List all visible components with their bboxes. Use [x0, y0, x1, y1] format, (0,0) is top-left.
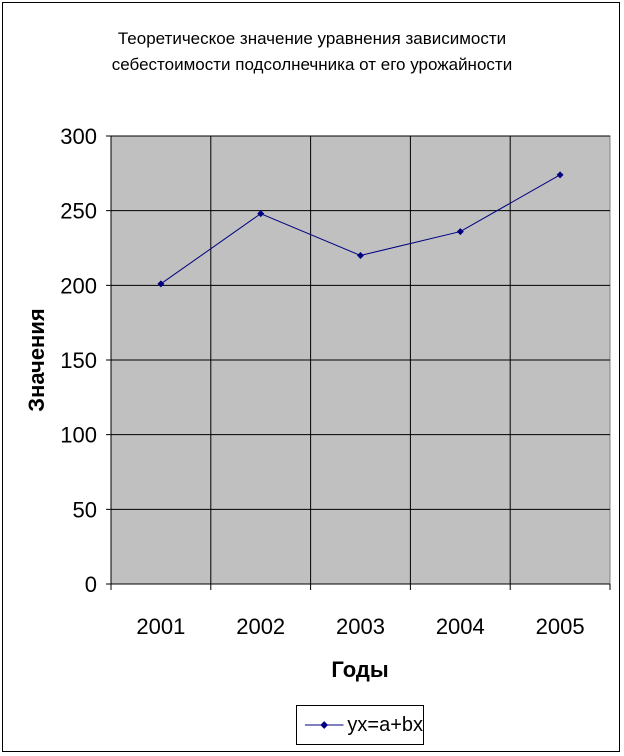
y-tick-label: 0	[85, 572, 97, 597]
x-axis-title: Годы	[331, 657, 388, 682]
y-axis-title: Значения	[24, 308, 49, 411]
chart-title-line-2: себестоимости подсолнечника от его урожа…	[111, 55, 513, 74]
data-point	[157, 280, 165, 288]
data-point	[357, 251, 364, 259]
legend-series-label: yx=a+bx	[347, 713, 423, 736]
legend-series-key	[304, 721, 344, 729]
y-tick-label: 250	[60, 199, 97, 224]
x-tick-label: 2002	[236, 614, 285, 639]
data-point	[257, 210, 265, 218]
x-tick-label: 2005	[536, 614, 585, 639]
chart-title-line-1: Теоретическое значение уравнения зависим…	[117, 29, 507, 48]
x-tick-label: 2004	[436, 614, 485, 639]
y-tick-label: 200	[60, 273, 97, 298]
x-tick-label: 2001	[136, 614, 185, 639]
chart-title: Теоретическое значение уравнения зависим…	[0, 26, 624, 78]
y-tick-label: 150	[60, 348, 97, 373]
y-tick-label: 50	[73, 497, 97, 522]
data-point	[456, 228, 464, 236]
y-tick-label: 100	[60, 423, 97, 448]
data-point	[556, 171, 564, 179]
legend: yx=a+bx	[296, 705, 424, 745]
y-tick-label: 300	[60, 124, 97, 149]
x-tick-label: 2003	[336, 614, 385, 639]
